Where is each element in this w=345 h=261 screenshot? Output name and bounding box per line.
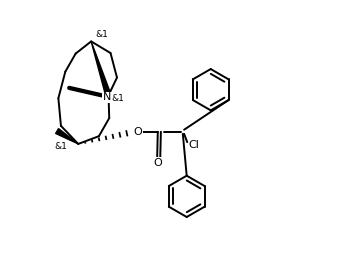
Polygon shape	[91, 41, 110, 93]
Text: O: O	[133, 127, 142, 137]
Text: Cl: Cl	[188, 140, 199, 150]
Polygon shape	[56, 129, 78, 144]
Text: N: N	[103, 92, 112, 103]
Text: &1: &1	[54, 142, 67, 151]
Text: &1: &1	[95, 30, 108, 39]
Text: &1: &1	[111, 94, 124, 104]
Text: O: O	[154, 158, 162, 168]
